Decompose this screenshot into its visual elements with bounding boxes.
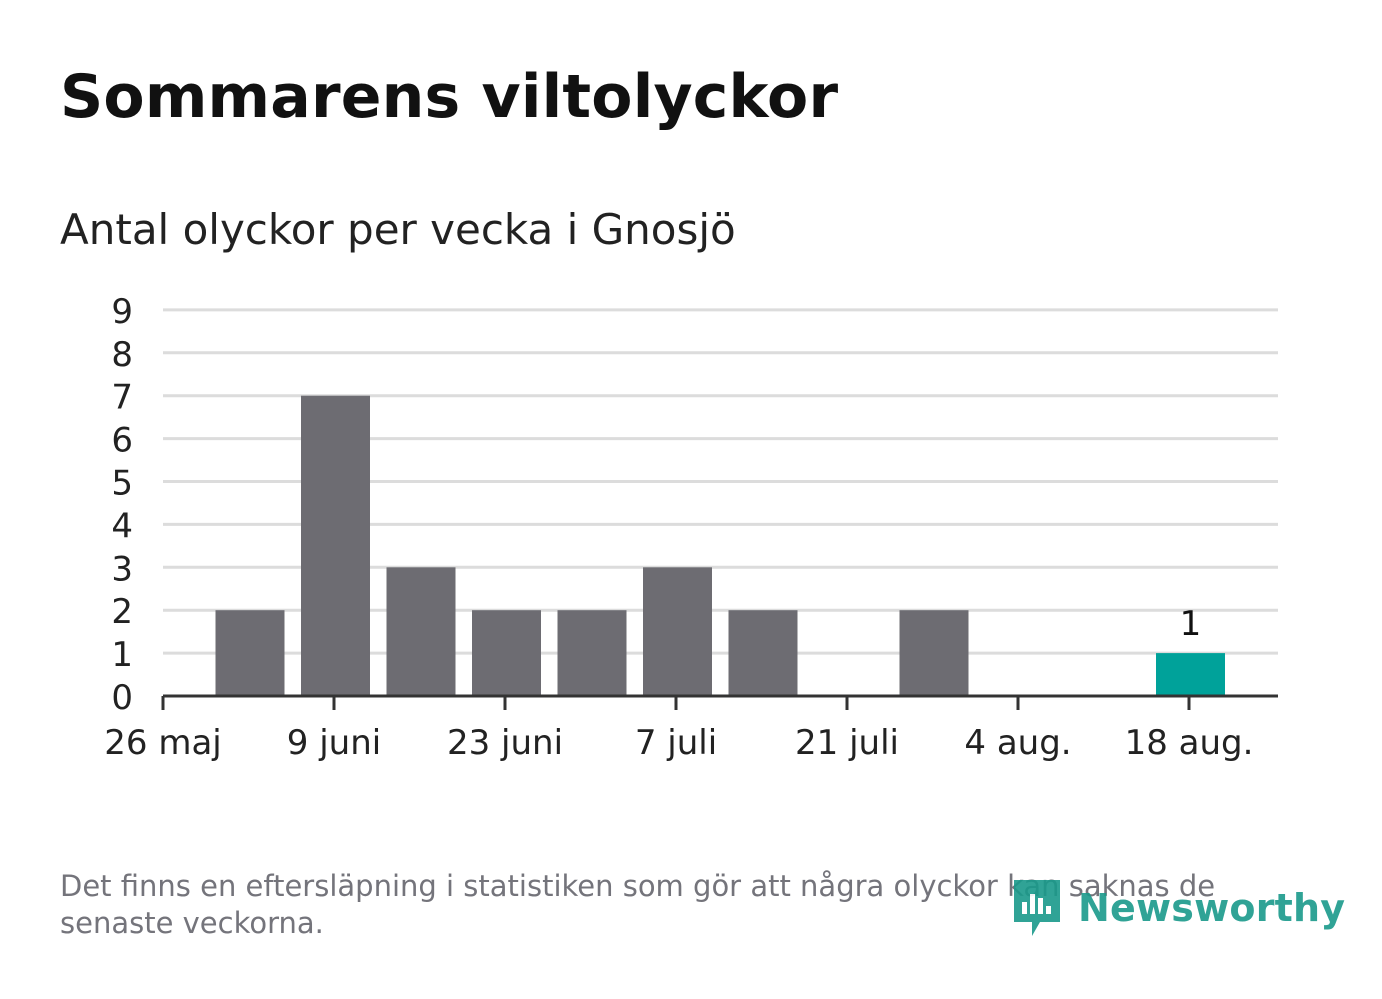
x-axis xyxy=(161,694,1278,710)
bar xyxy=(1156,653,1225,696)
bar xyxy=(728,610,798,696)
bar xyxy=(386,567,456,696)
newsworthy-logo: Newsworthy xyxy=(1010,876,1345,940)
x-tick-label: 18 aug. xyxy=(1125,723,1254,763)
data-label: 1 xyxy=(1180,604,1202,644)
bar xyxy=(472,610,541,696)
y-tick-label: 2 xyxy=(111,592,133,632)
bar xyxy=(557,610,627,696)
bar xyxy=(643,567,712,696)
newsworthy-logo-icon xyxy=(1014,880,1060,936)
y-tick-label: 3 xyxy=(111,549,133,589)
logo-text: Newsworthy xyxy=(1078,886,1346,930)
y-tick-label: 6 xyxy=(111,421,133,461)
x-tick-label: 4 aug. xyxy=(964,723,1071,763)
y-tick-label: 5 xyxy=(111,464,133,504)
bar xyxy=(215,610,285,696)
chart-subtitle: Antal olyckor per vecka i Gnosjö xyxy=(60,205,736,254)
x-tick-label: 26 maj xyxy=(104,723,221,763)
y-tick-label: 0 xyxy=(111,678,133,718)
y-tick-label: 4 xyxy=(111,506,133,546)
bar xyxy=(301,395,370,696)
y-tick-label: 7 xyxy=(111,378,133,418)
x-tick-label: 21 juli xyxy=(795,723,899,763)
x-tick-label: 7 juli xyxy=(635,723,717,763)
y-tick-label: 9 xyxy=(111,292,133,332)
chart-title: Sommarens viltolyckor xyxy=(60,62,839,132)
x-tick-label: 23 juni xyxy=(447,723,563,763)
y-tick-label: 8 xyxy=(111,335,133,375)
x-tick-label: 9 juni xyxy=(287,723,381,763)
bar xyxy=(899,610,969,696)
y-tick-label: 1 xyxy=(111,635,133,675)
bars xyxy=(215,395,1225,696)
